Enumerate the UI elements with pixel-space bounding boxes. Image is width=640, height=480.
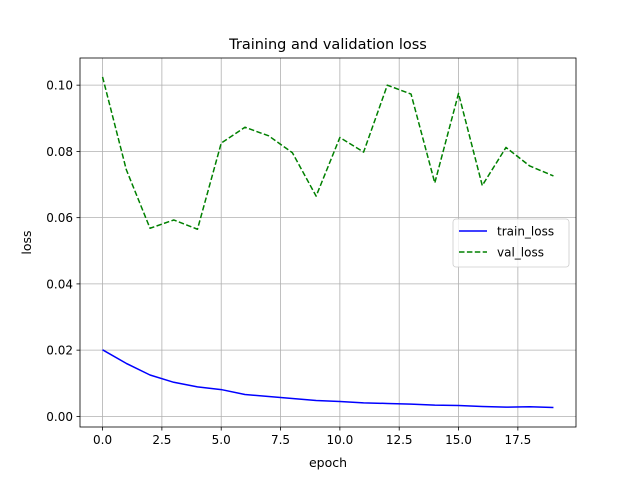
x-tick-label: 15.0 [445,433,472,447]
x-axis-label: epoch [309,455,347,470]
legend-label-train-loss: train_loss [497,225,554,239]
x-tick-label: 5.0 [212,433,231,447]
x-tick-label: 12.5 [386,433,413,447]
val-loss-line [101,76,554,230]
grid-lines [80,58,576,427]
plot-frame [79,57,577,428]
series-lines [101,76,554,409]
y-axis-ticks: 0.00 0.02 0.04 0.06 0.08 0.10 [46,79,80,424]
chart-title: Training and validation loss [228,37,427,53]
x-tick-label: 10.0 [327,433,354,447]
y-tick-label: 0.10 [46,79,73,93]
y-tick-label: 0.00 [46,410,73,424]
y-axis-label: loss [19,230,34,254]
y-tick-label: 0.02 [46,344,73,358]
x-tick-label: 7.5 [271,433,290,447]
legend: train_loss val_loss [452,218,570,268]
y-tick-label: 0.08 [46,145,73,159]
x-tick-label: 2.5 [152,433,171,447]
y-tick-label: 0.06 [46,211,73,225]
y-tick-label: 0.04 [46,277,73,291]
train-loss-line [102,349,554,409]
legend-label-val-loss: val_loss [497,246,544,260]
x-tick-label: 0.0 [93,433,112,447]
x-tick-label: 17.5 [505,433,532,447]
x-axis-ticks: 0.0 2.5 5.0 7.5 10.0 12.5 15.0 17.5 [93,427,531,447]
